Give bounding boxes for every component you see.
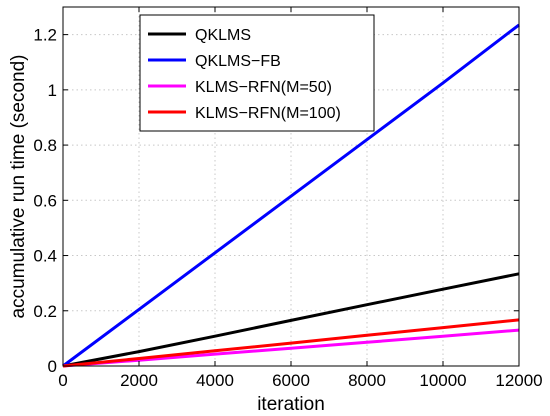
- axis-ticks: 0 2000 4000 6000 8000 10000 12000 0 0.2 0.4 0.6 0.8…: [33, 7, 543, 390]
- legend-label: KLMS−RFN(M=50): [195, 79, 332, 96]
- legend: QKLMS QKLMS−FB KLMS−RFN(M=50) KLMS−RFN(M=10…: [139, 14, 375, 132]
- y-tick-label: 1.2: [33, 26, 57, 45]
- legend-label: QKLMS: [195, 27, 251, 44]
- x-tick-label: 6000: [272, 371, 310, 390]
- x-tick-label: 10000: [419, 371, 466, 390]
- y-axis-label: accumulative run time (second): [8, 55, 29, 319]
- x-tick-label: 2000: [120, 371, 158, 390]
- series-line-qklms-fb: [62, 23, 520, 368]
- legend-label: KLMS−RFN(M=100): [195, 105, 341, 122]
- series-line-qklms: [62, 272, 520, 368]
- y-tick-label: 0.4: [33, 247, 57, 266]
- y-tick-label: 1: [48, 81, 57, 100]
- series-line-klms-rfn-m-50: [62, 328, 520, 368]
- y-tick-label: 0.2: [33, 302, 57, 321]
- x-tick-label: 8000: [348, 371, 386, 390]
- y-tick-label: 0: [48, 357, 57, 376]
- legend-label: QKLMS−FB: [195, 53, 281, 70]
- x-tick-label: 4000: [196, 371, 234, 390]
- y-tick-label: 0.8: [33, 136, 57, 155]
- y-tick-label: 0.6: [33, 191, 57, 210]
- series-line-klms-rfn-m-100: [62, 318, 520, 368]
- x-axis-label: iteration: [257, 394, 325, 415]
- x-tick-label: 0: [58, 371, 67, 390]
- x-tick-label: 12000: [495, 371, 542, 390]
- series-lines: [62, 23, 520, 368]
